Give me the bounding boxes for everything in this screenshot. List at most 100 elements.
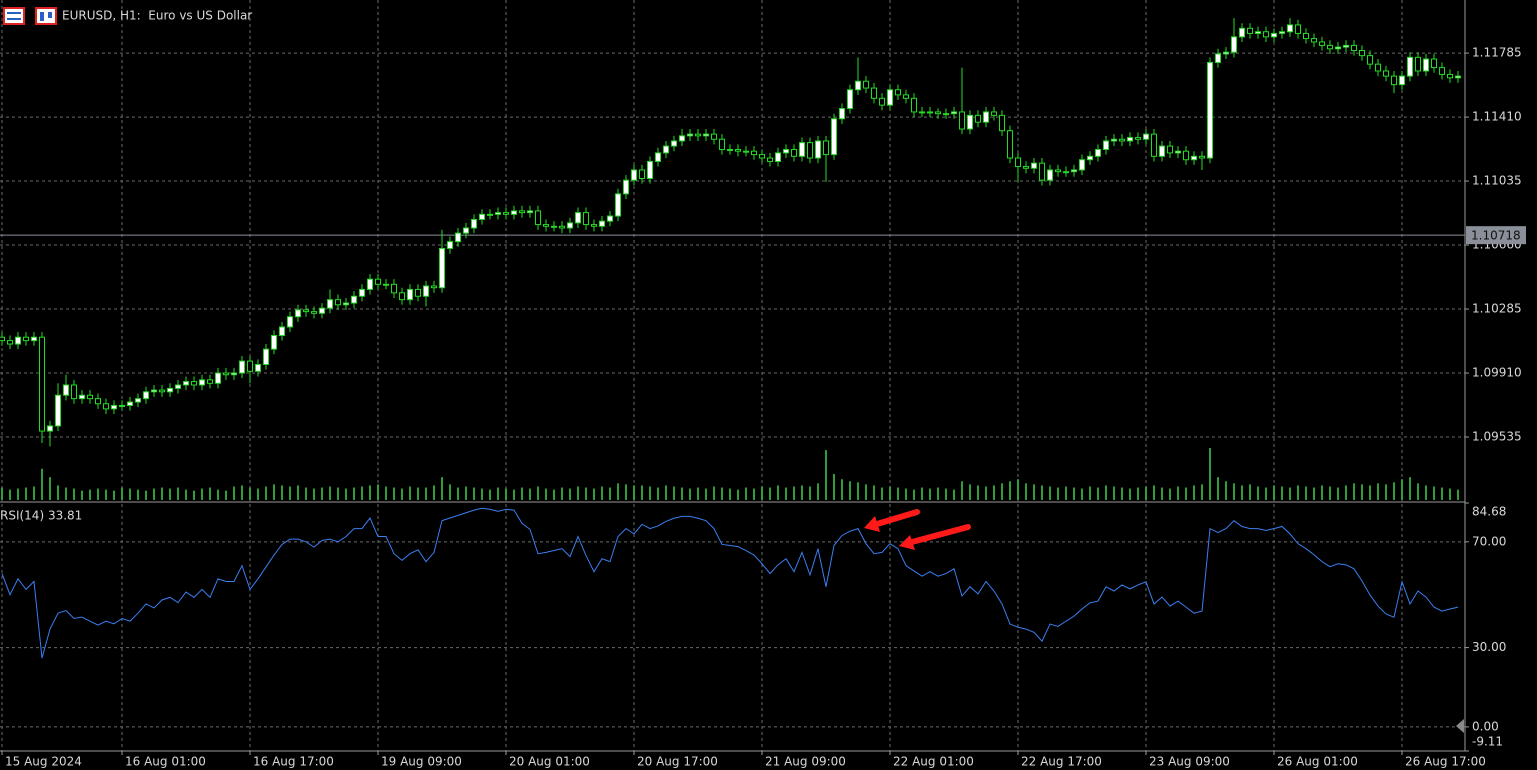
volume-bar: [1273, 485, 1275, 500]
candle-body: [1271, 32, 1277, 38]
candle-body: [167, 387, 173, 393]
volume-bar: [785, 487, 787, 500]
candle-body: [1287, 24, 1293, 33]
volume-bar: [801, 485, 803, 500]
candle-body: [1007, 130, 1013, 159]
volume-bar: [241, 485, 243, 500]
candle-body: [111, 404, 117, 410]
volume-bar: [833, 474, 835, 500]
volume-bar: [721, 487, 723, 500]
candle-body: [1439, 67, 1445, 75]
candle-body: [1175, 150, 1181, 154]
volume-bar: [1017, 479, 1019, 500]
volume-bar: [1425, 485, 1427, 500]
volume-bar: [153, 488, 155, 500]
indicator-title: RSI(14) 33.81: [0, 509, 82, 523]
candle-body: [1215, 53, 1221, 63]
candle-body: [1423, 58, 1429, 72]
volume-bar: [961, 481, 963, 500]
volume-bar: [929, 488, 931, 500]
candle-body: [447, 241, 453, 249]
candle-body: [503, 212, 509, 215]
candle-body: [727, 148, 733, 151]
volume-bar: [1201, 484, 1203, 500]
candle-body: [1151, 133, 1157, 157]
volume-bar: [433, 485, 435, 500]
candle-body: [1015, 157, 1021, 168]
candle-body: [391, 283, 397, 294]
candle-body: [679, 135, 685, 142]
y-tick-label: 1.11785: [1472, 46, 1522, 60]
volume-bar: [889, 486, 891, 500]
y-tick-label: 30.00: [1472, 640, 1506, 654]
candle-body: [239, 360, 245, 374]
volume-bar: [657, 487, 659, 500]
volume-bar: [633, 485, 635, 500]
volume-bar: [1009, 481, 1011, 500]
volume-bar: [193, 490, 195, 500]
header: EURUSD, H1: Euro vs US Dollar RSI(14) 33…: [0, 7, 252, 523]
candle-body: [591, 224, 597, 227]
candle-body: [695, 133, 701, 137]
candle-body: [207, 379, 213, 384]
volume-bar: [105, 489, 107, 500]
volume-bar: [689, 488, 691, 500]
candle-body: [183, 381, 189, 386]
volume-bar: [641, 485, 643, 500]
volume-bar: [289, 486, 291, 500]
volume-bar: [729, 488, 731, 500]
volume-bar: [1241, 485, 1243, 500]
volume-bar: [457, 487, 459, 500]
volume-bar: [969, 484, 971, 500]
candle-body: [1399, 75, 1405, 86]
candle-body: [327, 299, 333, 309]
volume-bar: [497, 487, 499, 500]
volume-bar: [817, 483, 819, 500]
candle-body: [991, 111, 997, 116]
volume-bar: [401, 488, 403, 500]
candle-body: [79, 394, 85, 400]
volume-bar: [73, 488, 75, 500]
volume-bar: [1377, 483, 1379, 500]
volume-bar: [537, 486, 539, 500]
price-label: 1.10718: [1471, 229, 1521, 243]
volume-bar: [1393, 482, 1395, 500]
candle-body: [287, 316, 293, 328]
volume-bar: [409, 486, 411, 500]
volume-bar: [1161, 487, 1163, 500]
volume-bar: [1193, 485, 1195, 500]
candle-body: [983, 111, 989, 123]
volume-bar: [1169, 488, 1171, 500]
candle-body: [1231, 36, 1237, 53]
volume-bar: [569, 488, 571, 500]
volume-bar: [305, 487, 307, 500]
candle-body: [39, 336, 45, 432]
volume-bar: [1217, 477, 1219, 500]
volume-bar: [585, 487, 587, 500]
candle-body: [895, 89, 901, 96]
volume-bar: [521, 487, 523, 500]
volume-bar: [1121, 487, 1123, 500]
volume-bar: [337, 487, 339, 500]
x-tick-label: 20 Aug 17:00: [637, 755, 718, 769]
candle-body: [295, 309, 301, 318]
volume-bar: [1137, 487, 1139, 500]
volume-bar: [273, 484, 275, 500]
volume-bar: [577, 486, 579, 500]
volume-bar: [1313, 487, 1315, 500]
candle-body: [575, 212, 581, 224]
candle-body: [1095, 148, 1101, 157]
volume-bar: [1113, 486, 1115, 500]
candle-body: [1335, 46, 1341, 50]
volume-bar: [33, 486, 35, 500]
volume-bar: [113, 490, 115, 500]
volume-bar: [921, 487, 923, 500]
candle-body: [1303, 32, 1309, 40]
volume-bar: [177, 487, 179, 500]
candle-body: [1127, 137, 1133, 142]
y-tick-label: -9.11: [1472, 735, 1503, 749]
candle-body: [631, 169, 637, 181]
candle-body: [319, 307, 325, 314]
